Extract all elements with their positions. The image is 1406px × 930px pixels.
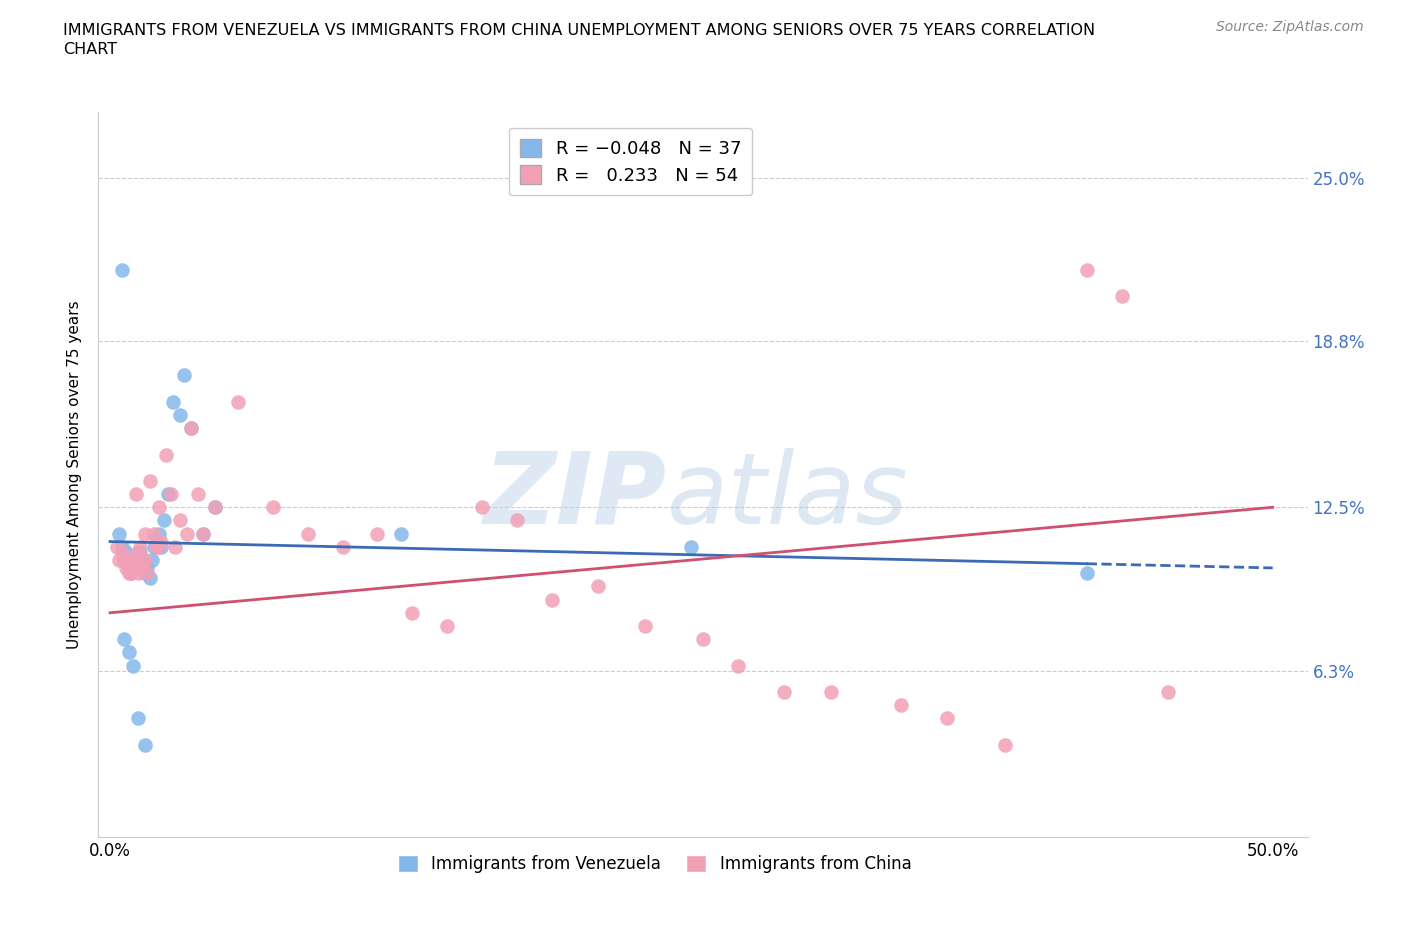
Point bbox=[588, 579, 610, 594]
Point bbox=[169, 513, 191, 528]
Point bbox=[122, 552, 145, 567]
Point bbox=[540, 592, 562, 607]
Text: atlas: atlas bbox=[666, 447, 908, 545]
Point bbox=[297, 526, 319, 541]
Point bbox=[122, 552, 145, 567]
Point bbox=[169, 407, 191, 422]
Point bbox=[112, 631, 135, 646]
Point bbox=[152, 513, 174, 528]
Point bbox=[145, 534, 167, 549]
Point bbox=[134, 526, 156, 541]
Point bbox=[145, 539, 167, 554]
Point bbox=[389, 526, 412, 541]
Point bbox=[124, 486, 146, 501]
Point bbox=[1076, 262, 1098, 277]
Point bbox=[173, 368, 195, 383]
Point bbox=[124, 558, 146, 573]
Point bbox=[127, 565, 149, 580]
Point bbox=[127, 711, 149, 725]
Point bbox=[176, 526, 198, 541]
Point bbox=[471, 499, 494, 514]
Point bbox=[145, 539, 167, 554]
Point bbox=[159, 486, 181, 501]
Point bbox=[994, 737, 1017, 752]
Point bbox=[131, 558, 153, 573]
Point bbox=[112, 552, 135, 567]
Point bbox=[118, 565, 141, 580]
Point bbox=[115, 545, 138, 560]
Point bbox=[108, 526, 131, 541]
Point bbox=[180, 420, 202, 435]
Point bbox=[127, 550, 149, 565]
Point bbox=[692, 631, 714, 646]
Point bbox=[111, 539, 134, 554]
Point bbox=[1157, 684, 1180, 699]
Point bbox=[105, 91, 128, 106]
Point bbox=[136, 565, 159, 580]
Point bbox=[108, 552, 131, 567]
Point bbox=[122, 658, 145, 673]
Point bbox=[112, 552, 135, 567]
Point bbox=[118, 552, 141, 567]
Point bbox=[105, 539, 128, 554]
Legend: Immigrants from Venezuela, Immigrants from China: Immigrants from Venezuela, Immigrants fr… bbox=[391, 848, 918, 880]
Point bbox=[204, 499, 226, 514]
Point bbox=[120, 565, 142, 580]
Point bbox=[191, 526, 214, 541]
Point bbox=[773, 684, 796, 699]
Text: CHART: CHART bbox=[63, 42, 117, 57]
Point bbox=[120, 565, 142, 580]
Point bbox=[136, 561, 159, 576]
Point bbox=[134, 552, 156, 567]
Point bbox=[191, 526, 214, 541]
Point bbox=[936, 711, 959, 725]
Point bbox=[820, 684, 842, 699]
Point bbox=[134, 565, 156, 580]
Y-axis label: Unemployment Among Seniors over 75 years: Unemployment Among Seniors over 75 years bbox=[67, 300, 83, 648]
Point bbox=[634, 618, 657, 633]
Point bbox=[131, 555, 153, 570]
Point bbox=[890, 698, 912, 712]
Point bbox=[138, 571, 160, 586]
Text: IMMIGRANTS FROM VENEZUELA VS IMMIGRANTS FROM CHINA UNEMPLOYMENT AMONG SENIORS OV: IMMIGRANTS FROM VENEZUELA VS IMMIGRANTS … bbox=[63, 23, 1095, 38]
Point bbox=[180, 420, 202, 435]
Point bbox=[150, 539, 173, 554]
Point bbox=[187, 486, 209, 501]
Point bbox=[436, 618, 458, 633]
Point bbox=[226, 394, 249, 409]
Point bbox=[165, 539, 187, 554]
Point bbox=[1111, 289, 1133, 304]
Point bbox=[150, 534, 173, 549]
Point bbox=[148, 526, 170, 541]
Point bbox=[118, 644, 141, 659]
Point bbox=[155, 447, 177, 462]
Point bbox=[115, 561, 138, 576]
Point bbox=[111, 262, 134, 277]
Point bbox=[111, 545, 134, 560]
Point bbox=[141, 552, 163, 567]
Point bbox=[401, 605, 423, 620]
Point bbox=[1076, 565, 1098, 580]
Point bbox=[332, 539, 354, 554]
Point bbox=[127, 545, 149, 560]
Point bbox=[727, 658, 749, 673]
Point bbox=[506, 513, 529, 528]
Point bbox=[162, 394, 184, 409]
Point bbox=[157, 486, 180, 501]
Point bbox=[143, 539, 166, 554]
Point bbox=[134, 737, 156, 752]
Text: Source: ZipAtlas.com: Source: ZipAtlas.com bbox=[1216, 20, 1364, 34]
Point bbox=[681, 539, 703, 554]
Point bbox=[148, 499, 170, 514]
Point bbox=[129, 545, 152, 560]
Point bbox=[262, 499, 284, 514]
Text: ZIP: ZIP bbox=[484, 447, 666, 545]
Point bbox=[118, 561, 141, 576]
Point bbox=[143, 526, 166, 541]
Point bbox=[129, 539, 152, 554]
Point bbox=[366, 526, 388, 541]
Point bbox=[204, 499, 226, 514]
Point bbox=[138, 473, 160, 488]
